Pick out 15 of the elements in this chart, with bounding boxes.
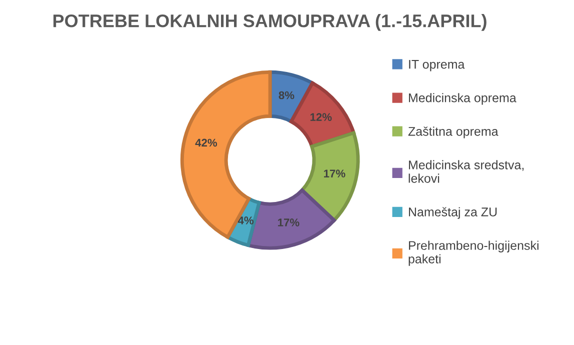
legend-label: IT oprema [409, 60, 465, 72]
data-label: 17% [324, 170, 346, 178]
data-label: 4% [238, 216, 254, 224]
chart-title: POTREBE LOKALNIH SAMOUPRAVA (1.-15.APRIL) [53, 14, 486, 31]
donut-slice [300, 131, 360, 222]
legend-label: Prehrambeno-higijenski paketi [408, 240, 538, 266]
legend-label: Medicinska oprema [408, 93, 516, 105]
data-label: 42% [195, 138, 218, 147]
donut-slice [180, 70, 272, 239]
legend-label: Medicinska sredstva, lekovi [408, 160, 524, 183]
data-label: 12% [310, 113, 332, 121]
legend-label: Zaštitna oprema [408, 126, 498, 138]
data-label: 17% [278, 218, 300, 226]
data-label: 8% [278, 91, 294, 100]
legend-label: Nameštaj za ZU [408, 207, 497, 219]
